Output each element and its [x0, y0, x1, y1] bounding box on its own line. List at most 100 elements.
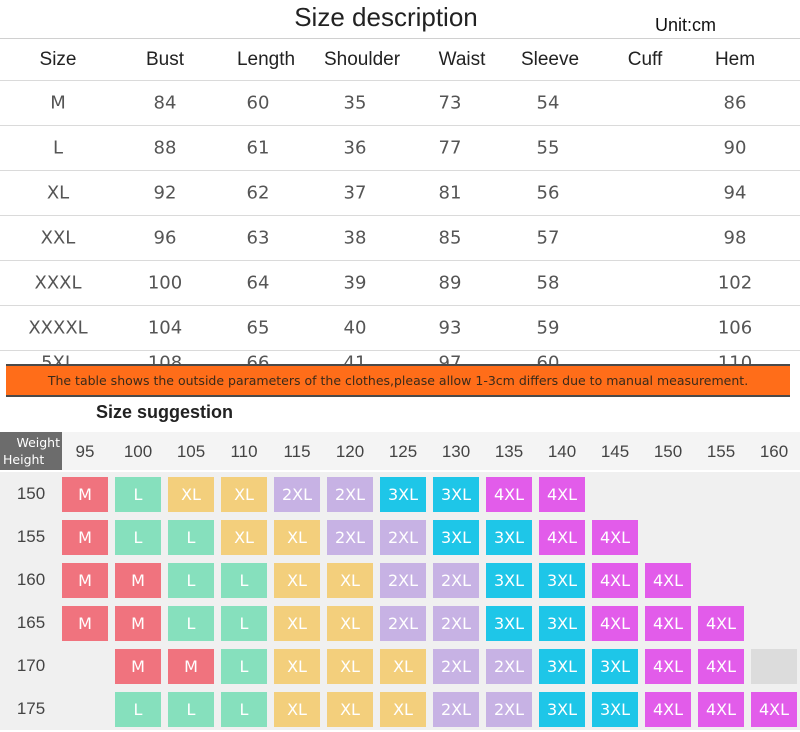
header-size: Size [39, 48, 77, 70]
size-cell: 4XL [645, 649, 691, 684]
weight-value: 100 [123, 442, 153, 461]
suggestion-row: 150 M L XL XL 2XL 2XL 3XL 3XL 4XL 4XL [0, 472, 800, 515]
table-cell: 65 [246, 317, 270, 339]
size-cell: M [62, 520, 108, 555]
size-cell: 3XL [592, 649, 638, 684]
weight-value: 115 [283, 442, 311, 461]
header-sleeve: Sleeve [520, 48, 580, 70]
table-row: L 88 61 36 77 55 90 [0, 125, 800, 170]
size-cell: 4XL [486, 477, 532, 512]
size-cell: 3XL [539, 692, 585, 727]
weight-value: 110 [230, 442, 258, 461]
size-cell: 4XL [698, 649, 744, 684]
size-cell: L [115, 477, 161, 512]
size-cell: L [168, 520, 214, 555]
table-cell: 40 [343, 317, 367, 339]
table-cell: 100 [147, 272, 183, 294]
measurement-notice: The table shows the outside parameters o… [6, 364, 790, 397]
size-cell: XL [380, 649, 426, 684]
size-cell: XL [327, 606, 373, 641]
suggestion-row: 165 M M L L XL XL 2XL 2XL 3XL 3XL 4XL 4XL 4XL [0, 601, 800, 644]
table-cell: 35 [343, 92, 367, 114]
size-cell: 2XL [433, 563, 479, 598]
size-cell: XL [327, 692, 373, 727]
size-cell: 4XL [751, 692, 797, 727]
size-cell: 4XL [645, 692, 691, 727]
table-cell: 54 [536, 92, 560, 114]
size-cell: 4XL [592, 563, 638, 598]
size-cell: 2XL [380, 606, 426, 641]
height-value: 155 [16, 526, 46, 546]
weight-value: 140 [547, 442, 577, 461]
weight-value: 120 [335, 442, 365, 461]
header-shoulder: Shoulder [323, 48, 401, 70]
weight-value: 155 [706, 442, 736, 461]
weight-value: 130 [441, 442, 471, 461]
size-cell: 3XL [592, 692, 638, 727]
height-value: 160 [16, 569, 46, 589]
table-cell: 64 [246, 272, 270, 294]
size-cell: 2XL [380, 563, 426, 598]
table-cell: 96 [153, 227, 177, 249]
size-cell: 4XL [698, 606, 744, 641]
header-waist: Waist [438, 48, 486, 70]
table-cell: 56 [536, 182, 560, 204]
table-cell: 38 [343, 227, 367, 249]
size-cell: 2XL [380, 520, 426, 555]
size-suggestion-title: Size suggestion [96, 402, 234, 422]
weight-value: 135 [494, 442, 524, 461]
table-cell: 63 [246, 227, 270, 249]
size-cell: 3XL [486, 520, 532, 555]
size-cell: M [115, 606, 161, 641]
size-cell: L [168, 606, 214, 641]
height-value: 175 [16, 698, 46, 718]
table-cell: 106 [717, 317, 753, 339]
weight-value: 160 [759, 442, 789, 461]
table-cell: 85 [438, 227, 462, 249]
size-cell: XL [274, 692, 320, 727]
size-cell: M [62, 477, 108, 512]
table-cell: 62 [246, 182, 270, 204]
size-cell: 3XL [539, 606, 585, 641]
table-cell: 39 [343, 272, 367, 294]
size-cell: XL [274, 520, 320, 555]
size-cell: 2XL [433, 692, 479, 727]
size-cell: 3XL [486, 563, 532, 598]
size-cell: 3XL [539, 563, 585, 598]
header-hem: Hem [714, 48, 756, 70]
height-value: 165 [16, 612, 46, 632]
size-cell: XL [168, 477, 214, 512]
table-cell: 36 [343, 137, 367, 159]
size-cell: 2XL [327, 477, 373, 512]
table-cell: 104 [147, 317, 183, 339]
table-cell: L [52, 137, 64, 159]
weight-header-row: 95 100 105 110 115 120 125 130 135 140 145 150 155 16… [62, 432, 800, 470]
weight-value: 150 [653, 442, 683, 461]
size-cell: L [168, 692, 214, 727]
size-cell: 4XL [539, 520, 585, 555]
weight-value: 145 [600, 442, 630, 461]
size-cell: L [115, 520, 161, 555]
size-cell: 4XL [592, 520, 638, 555]
table-cell: 58 [536, 272, 560, 294]
page-title: Size description [294, 2, 478, 32]
size-cell: XL [274, 563, 320, 598]
table-header-row: Size Bust Length Shoulder Waist Sleeve C… [0, 38, 800, 80]
table-cell: 89 [438, 272, 462, 294]
table-cell: 88 [153, 137, 177, 159]
size-cell: 4XL [698, 692, 744, 727]
size-cell: 3XL [486, 606, 532, 641]
size-cell: L [168, 563, 214, 598]
table-cell: 73 [438, 92, 462, 114]
table-cell: 86 [723, 92, 747, 114]
size-cell: 2XL [433, 649, 479, 684]
table-row: XXXL 100 64 39 89 58 102 [0, 260, 800, 305]
header-cuff: Cuff [627, 48, 663, 70]
size-cell: 4XL [539, 477, 585, 512]
table-row: XXL 96 63 38 85 57 98 [0, 215, 800, 260]
weight-value: 105 [176, 442, 206, 461]
weight-height-corner: Weight Height [0, 432, 62, 470]
weight-value: 125 [388, 442, 418, 461]
size-cell: XL [221, 520, 267, 555]
size-cell: 3XL [433, 477, 479, 512]
